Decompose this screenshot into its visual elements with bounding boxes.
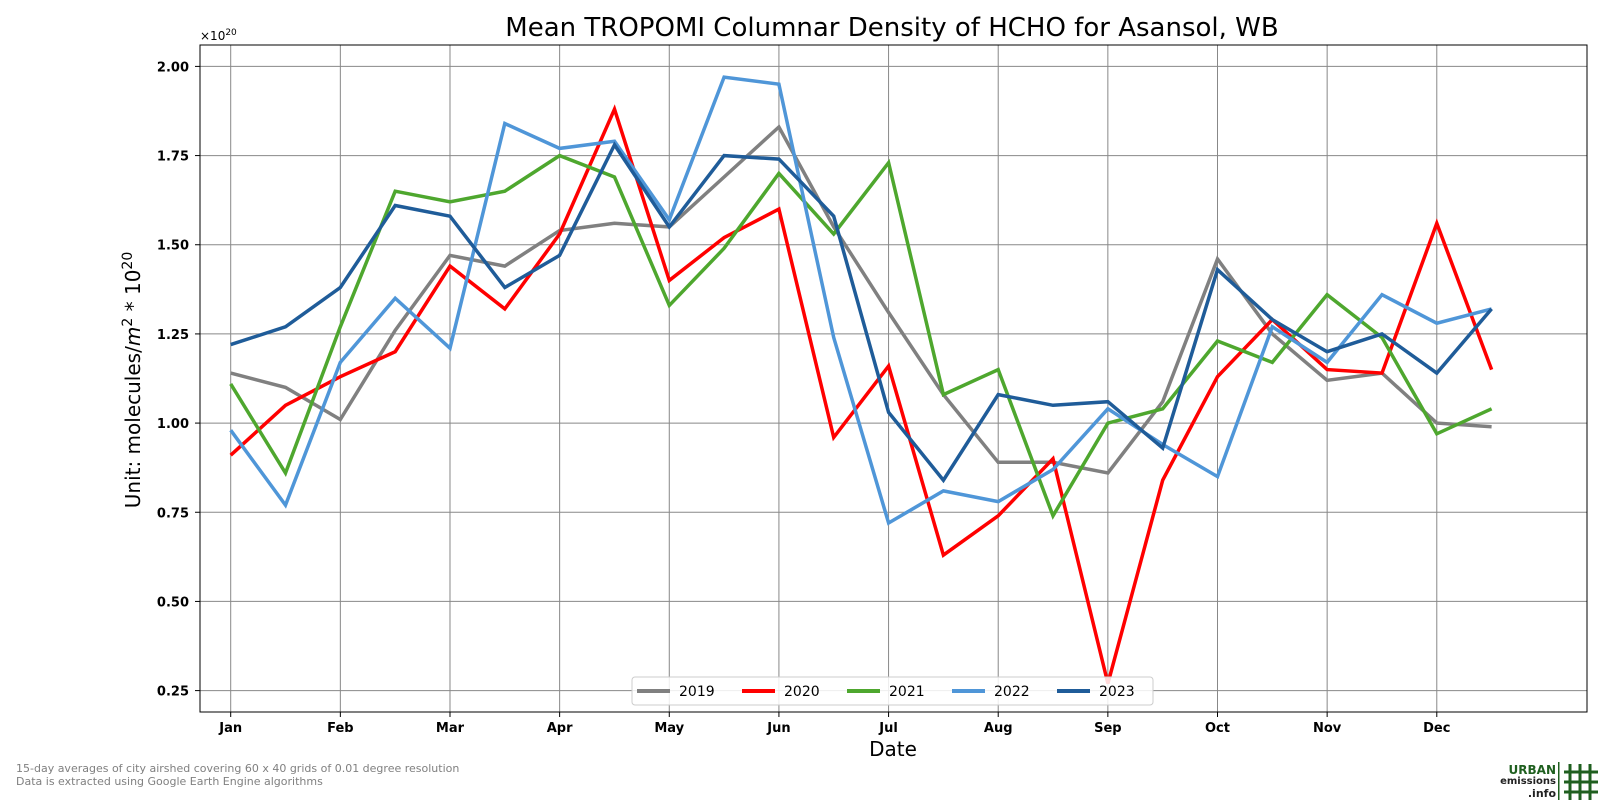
footnote-line2: Data is extracted using Google Earth Eng… [16,775,323,788]
x-tick-label: Nov [1313,721,1342,736]
y-tick-label: 1.75 [157,150,189,165]
y-tick-label: 0.50 [157,595,189,610]
y-axis-label-m-exp: 2 [120,318,136,327]
y-axis-label-prefix: Unit: molecules/ [121,346,145,508]
legend-box [631,676,1154,706]
chart-title: Mean TROPOMI Columnar Density of HCHO fo… [505,13,1278,43]
logo-text-urban: URBAN [1508,763,1556,777]
x-tick-label: Apr [547,721,573,736]
x-tick-label: Jun [766,721,790,736]
footnote-line1: 15-day averages of city airshed covering… [16,762,460,775]
plot-area [199,44,1588,713]
x-tick-label: May [654,721,684,736]
legend: 2019 2020 2021 2022 2023 [631,676,1154,706]
x-tick-label: Oct [1205,721,1230,736]
series-line-2022 [229,75,1493,526]
series-layer [229,75,1494,684]
legend-label-2019: 2019 [679,684,715,700]
y-tick-label: 1.00 [157,417,189,432]
x-tick-label: Mar [436,721,465,736]
y-tick-label: 2.00 [157,60,189,75]
x-tick-label: Aug [984,721,1013,736]
plot-frame [199,44,1588,713]
y-offset-base: ×10 [200,29,225,43]
y-axis-label-m: m [121,327,145,346]
x-axis-label: Date [869,737,917,761]
series-line-2020 [229,104,1494,684]
y-axis-label: Unit: molecules/m2 * 1020 [120,252,145,509]
x-tick-label: Feb [327,721,353,736]
legend-label-2020: 2020 [784,684,820,700]
y-axis-label-mid: * 10 [121,270,145,318]
series-line-2023 [230,141,1493,484]
urban-emissions-logo: URBAN emissions .info [1494,762,1600,800]
y-tick-label: 1.25 [157,328,189,343]
logo-text-info: .info [1527,787,1556,800]
grid-logo-icon [1558,762,1598,800]
x-tick-label: Jul [878,721,898,736]
y-tick-label: 0.25 [157,685,189,700]
y-tick-label: 0.75 [157,506,189,521]
x-tick-label: Sep [1094,721,1122,736]
y-axis: 0.25 0.50 0.75 1.00 1.25 1.50 1.75 2.00 [157,60,200,700]
y-offset-exponent: 20 [225,28,237,38]
series-line-2019 [230,124,1492,475]
legend-label-2022: 2022 [994,684,1030,700]
legend-label-2023: 2023 [1099,684,1135,700]
x-tick-label: Dec [1423,721,1450,736]
legend-label-2021: 2021 [889,684,925,700]
y-tick-label: 1.50 [157,239,189,254]
x-axis: Jan Feb Mar Apr May Jun Jul Aug Sep Oct Nov Dec [218,712,1450,736]
series-line-2021 [229,153,1493,520]
logo-text-emissions: emissions [1500,776,1556,787]
y-offset-label: ×1020 [200,28,237,43]
x-tick-label: Jan [218,721,242,736]
y-axis-label-exp: 20 [120,252,136,270]
